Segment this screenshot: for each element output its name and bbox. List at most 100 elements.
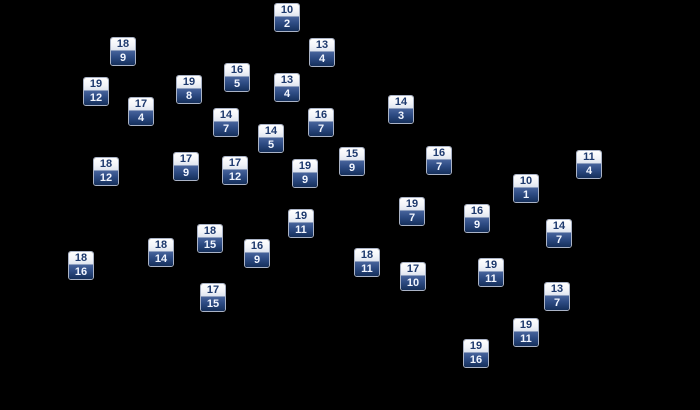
badge-bottom-value: 9 xyxy=(465,217,489,232)
badge-bottom-value: 7 xyxy=(547,232,571,247)
badge-bottom-value: 9 xyxy=(111,50,135,65)
badge-top-value: 19 xyxy=(293,160,317,173)
badge-top-value: 17 xyxy=(401,263,425,276)
value-badge[interactable]: 18 9 xyxy=(110,37,136,66)
badge-bottom-value: 12 xyxy=(84,90,108,105)
badge-top-value: 14 xyxy=(259,125,283,138)
badge-top-value: 19 xyxy=(84,78,108,91)
badge-bottom-value: 9 xyxy=(293,172,317,187)
badge-bottom-value: 8 xyxy=(177,88,201,103)
badge-top-value: 16 xyxy=(245,240,269,253)
value-badge[interactable]: 19 16 xyxy=(463,339,489,368)
badge-bottom-value: 4 xyxy=(275,86,299,101)
badge-bottom-value: 4 xyxy=(310,51,334,66)
badge-bottom-value: 4 xyxy=(129,110,153,125)
value-badge[interactable]: 17 10 xyxy=(400,262,426,291)
badge-bottom-value: 5 xyxy=(225,76,249,91)
badge-bottom-value: 9 xyxy=(340,160,364,175)
badge-bottom-value: 11 xyxy=(479,271,503,286)
value-badge[interactable]: 18 14 xyxy=(148,238,174,267)
value-badge[interactable]: 10 2 xyxy=(274,3,300,32)
value-badge[interactable]: 17 12 xyxy=(222,156,248,185)
badge-top-value: 18 xyxy=(69,252,93,265)
value-badge[interactable]: 19 7 xyxy=(399,197,425,226)
value-badge[interactable]: 17 15 xyxy=(200,283,226,312)
value-badge[interactable]: 18 11 xyxy=(354,248,380,277)
value-badge[interactable]: 14 3 xyxy=(388,95,414,124)
badge-top-value: 19 xyxy=(400,198,424,211)
badge-bottom-value: 7 xyxy=(214,121,238,136)
badge-top-value: 18 xyxy=(149,239,173,252)
badge-bottom-value: 16 xyxy=(464,352,488,367)
value-badge[interactable]: 17 4 xyxy=(128,97,154,126)
value-badge[interactable]: 10 1 xyxy=(513,174,539,203)
badge-top-value: 19 xyxy=(289,210,313,223)
badge-top-value: 19 xyxy=(177,76,201,89)
badge-top-value: 17 xyxy=(174,153,198,166)
value-badge[interactable]: 19 11 xyxy=(513,318,539,347)
badge-bottom-value: 5 xyxy=(259,137,283,152)
badge-bottom-value: 12 xyxy=(223,169,247,184)
badge-bottom-value: 11 xyxy=(289,222,313,237)
badge-top-value: 11 xyxy=(577,151,601,164)
value-badge[interactable]: 13 4 xyxy=(309,38,335,67)
badge-bottom-value: 15 xyxy=(198,237,222,252)
value-badge[interactable]: 18 16 xyxy=(68,251,94,280)
badge-bottom-value: 9 xyxy=(174,165,198,180)
badge-bottom-value: 7 xyxy=(309,121,333,136)
value-badge[interactable]: 14 5 xyxy=(258,124,284,153)
badge-bottom-value: 10 xyxy=(401,275,425,290)
value-badge[interactable]: 19 8 xyxy=(176,75,202,104)
badge-top-value: 13 xyxy=(310,39,334,52)
badge-bottom-value: 4 xyxy=(577,163,601,178)
badge-top-value: 14 xyxy=(547,220,571,233)
value-badge[interactable]: 19 9 xyxy=(292,159,318,188)
value-badge[interactable]: 15 9 xyxy=(339,147,365,176)
badge-top-value: 17 xyxy=(129,98,153,111)
badge-top-value: 18 xyxy=(198,225,222,238)
badge-top-value: 14 xyxy=(389,96,413,109)
badge-bottom-value: 7 xyxy=(545,295,569,310)
value-badge[interactable]: 13 7 xyxy=(544,282,570,311)
badge-top-value: 19 xyxy=(464,340,488,353)
value-badge[interactable]: 16 7 xyxy=(426,146,452,175)
badge-top-value: 16 xyxy=(465,205,489,218)
badge-bottom-value: 12 xyxy=(94,170,118,185)
badge-top-value: 19 xyxy=(514,319,538,332)
badge-top-value: 18 xyxy=(111,38,135,51)
badge-top-value: 13 xyxy=(275,74,299,87)
badge-bottom-value: 14 xyxy=(149,251,173,266)
badge-top-value: 10 xyxy=(275,4,299,17)
badge-bottom-value: 9 xyxy=(245,252,269,267)
badge-top-value: 16 xyxy=(225,64,249,77)
value-badge[interactable]: 16 9 xyxy=(464,204,490,233)
badge-top-value: 18 xyxy=(94,158,118,171)
value-badge[interactable]: 18 12 xyxy=(93,157,119,186)
value-badge[interactable]: 19 11 xyxy=(478,258,504,287)
value-badge[interactable]: 19 11 xyxy=(288,209,314,238)
value-badge[interactable]: 16 7 xyxy=(308,108,334,137)
value-badge[interactable]: 16 9 xyxy=(244,239,270,268)
badge-bottom-value: 11 xyxy=(514,331,538,346)
badge-bottom-value: 7 xyxy=(400,210,424,225)
value-badge[interactable]: 14 7 xyxy=(546,219,572,248)
badge-top-value: 16 xyxy=(309,109,333,122)
badge-top-value: 17 xyxy=(223,157,247,170)
badge-bottom-value: 1 xyxy=(514,187,538,202)
badge-bottom-value: 15 xyxy=(201,296,225,311)
badge-top-value: 15 xyxy=(340,148,364,161)
badge-top-value: 18 xyxy=(355,249,379,262)
badge-bottom-value: 7 xyxy=(427,159,451,174)
value-badge[interactable]: 13 4 xyxy=(274,73,300,102)
badge-bottom-value: 16 xyxy=(69,264,93,279)
value-badge[interactable]: 19 12 xyxy=(83,77,109,106)
value-badge[interactable]: 11 4 xyxy=(576,150,602,179)
value-badge[interactable]: 14 7 xyxy=(213,108,239,137)
badge-top-value: 10 xyxy=(514,175,538,188)
value-badge[interactable]: 16 5 xyxy=(224,63,250,92)
badge-top-value: 13 xyxy=(545,283,569,296)
badge-top-value: 14 xyxy=(214,109,238,122)
value-badge[interactable]: 17 9 xyxy=(173,152,199,181)
value-badge[interactable]: 18 15 xyxy=(197,224,223,253)
